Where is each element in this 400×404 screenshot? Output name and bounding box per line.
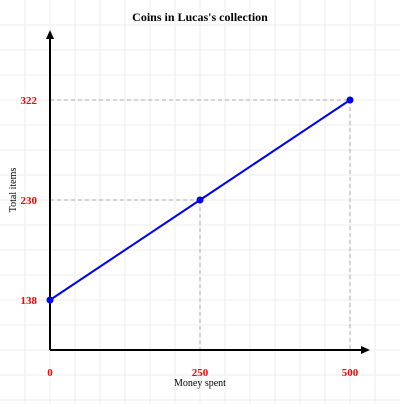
chart-title: Coins in Lucas's collection (132, 10, 268, 24)
y-tick-label: 230 (21, 195, 38, 207)
y-tick-label: 138 (21, 295, 38, 307)
y-tick-label: 322 (21, 95, 38, 107)
x-tick-label: 0 (47, 367, 53, 379)
y-axis-arrow (46, 30, 54, 39)
data-point (196, 196, 204, 204)
tick-labels: 0 250 500 138 230 322 (21, 95, 359, 379)
axes (46, 30, 370, 354)
x-axis-label: Money spent (174, 378, 226, 389)
data-point (346, 96, 354, 104)
data-point (46, 296, 54, 304)
x-tick-label: 250 (192, 367, 209, 379)
x-tick-label: 500 (342, 367, 359, 379)
x-axis-arrow (361, 346, 370, 354)
y-axis-label: Total items (8, 168, 19, 213)
series-group (46, 96, 354, 304)
